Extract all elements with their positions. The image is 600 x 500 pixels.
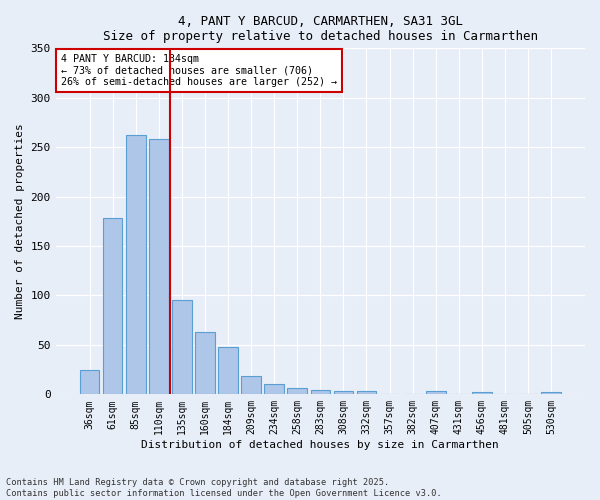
Y-axis label: Number of detached properties: Number of detached properties: [15, 124, 25, 319]
Bar: [172, 300, 191, 394]
Bar: [265, 384, 284, 394]
Bar: [218, 347, 238, 395]
Bar: [149, 140, 169, 394]
Bar: [287, 388, 307, 394]
X-axis label: Distribution of detached houses by size in Carmarthen: Distribution of detached houses by size …: [142, 440, 499, 450]
Text: Contains HM Land Registry data © Crown copyright and database right 2025.
Contai: Contains HM Land Registry data © Crown c…: [6, 478, 442, 498]
Bar: [472, 392, 492, 394]
Bar: [426, 392, 446, 394]
Title: 4, PANT Y BARCUD, CARMARTHEN, SA31 3GL
Size of property relative to detached hou: 4, PANT Y BARCUD, CARMARTHEN, SA31 3GL S…: [103, 15, 538, 43]
Text: 4 PANT Y BARCUD: 134sqm
← 73% of detached houses are smaller (706)
26% of semi-d: 4 PANT Y BARCUD: 134sqm ← 73% of detache…: [61, 54, 337, 86]
Bar: [195, 332, 215, 394]
Bar: [541, 392, 561, 394]
Bar: [80, 370, 100, 394]
Bar: [311, 390, 330, 394]
Bar: [334, 392, 353, 394]
Bar: [126, 136, 146, 394]
Bar: [241, 376, 261, 394]
Bar: [103, 218, 122, 394]
Bar: [356, 392, 376, 394]
